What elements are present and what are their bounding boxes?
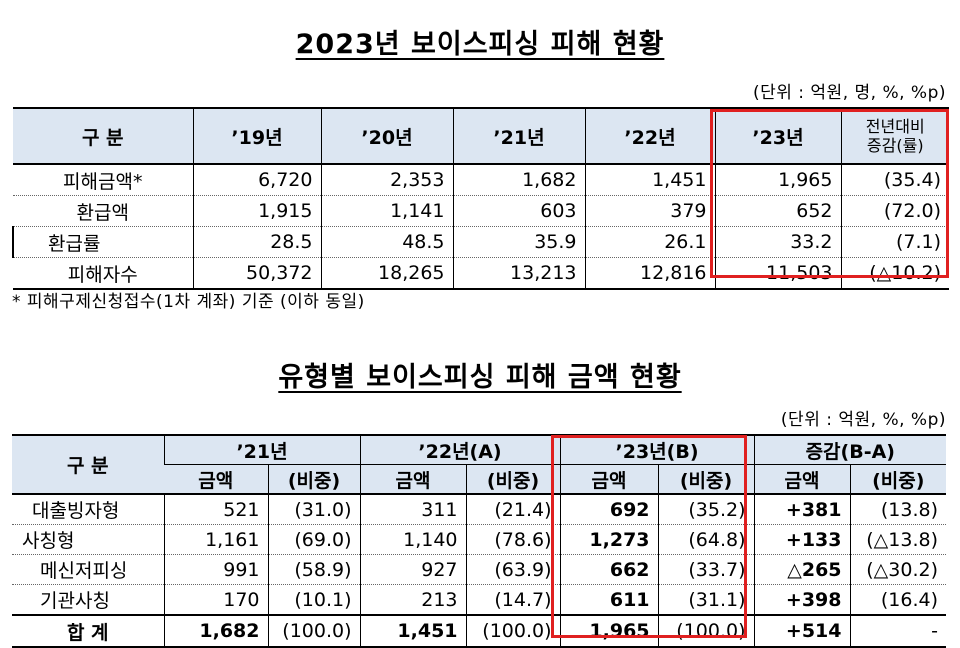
- header-year: ’22년: [584, 108, 715, 165]
- table-row: 피해자수 50,372 18,265 13,213 12,816 11,503 …: [13, 257, 949, 290]
- damage-status-table: 구 분 ’19년 ’20년 ’21년 ’22년 ’23년 전년대비 증감(률) …: [12, 107, 949, 290]
- header-group: ’23년(B): [559, 435, 755, 465]
- table2-title: 유형별 보이스피싱 피해 금액 현황: [278, 362, 682, 393]
- header-group: 증감(B-A): [753, 435, 947, 465]
- row-label: 사칭형: [12, 524, 164, 555]
- table-row: 대출빙자형 521 (31.0) 311 (21.4) 692 (35.2) +…: [12, 494, 947, 525]
- table-row: 피해금액* 6,720 2,353 1,682 1,451 1,965 (35.…: [13, 164, 949, 196]
- header-year: ’23년: [714, 108, 841, 165]
- header-change: 전년대비 증감(률): [840, 108, 949, 165]
- row-label: 환급률: [12, 226, 193, 258]
- header-year: ’20년: [320, 108, 453, 165]
- header-year: ’21년: [452, 108, 585, 165]
- table-row: 사칭형 1,161 (69.0) 1,140 (78.6) 1,273 (64.…: [12, 524, 947, 555]
- table1-unit: (단위 : 억원, 명, %, %p): [752, 83, 946, 103]
- table-row: 환급률 28.5 48.5 35.9 26.1 33.2 (7.1): [12, 226, 949, 258]
- header-group: ’22년(A): [359, 435, 561, 465]
- row-label: 환급액: [13, 195, 193, 227]
- row-label: 합 계: [12, 614, 164, 647]
- row-label: 대출빙자형: [12, 494, 164, 525]
- total-row: 합 계 1,682 (100.0) 1,451 (100.0) 1,965 (1…: [12, 614, 947, 647]
- row-label: 메신저피싱: [12, 554, 164, 585]
- table2-unit: (단위 : 억원, %, %p): [780, 410, 946, 430]
- header-category: 구 분: [13, 108, 193, 165]
- header-year: ’19년: [192, 108, 321, 165]
- table-row: 메신저피싱 991 (58.9) 927 (63.9) 662 (33.7) △…: [12, 554, 947, 585]
- footnote: * 피해구제신청접수(1차 계좌) 기준 (이하 동일): [12, 292, 365, 312]
- table-row: 기관사칭 170 (10.1) 213 (14.7) 611 (31.1) +3…: [12, 584, 947, 616]
- row-label: 피해금액*: [13, 164, 193, 196]
- row-label: 기관사칭: [12, 584, 164, 616]
- row-label: 피해자수: [13, 257, 193, 290]
- table-row: 환급액 1,915 1,141 603 379 652 (72.0): [13, 195, 949, 227]
- damage-by-type-table: 구 분 ’21년 ’22년(A) ’23년(B) 증감(B-A) 금액 (비중)…: [12, 434, 947, 648]
- table1-title: 2023년 보이스피싱 피해 현황: [295, 29, 665, 60]
- header-group: ’21년: [163, 435, 361, 465]
- header-category: 구 분: [12, 435, 164, 495]
